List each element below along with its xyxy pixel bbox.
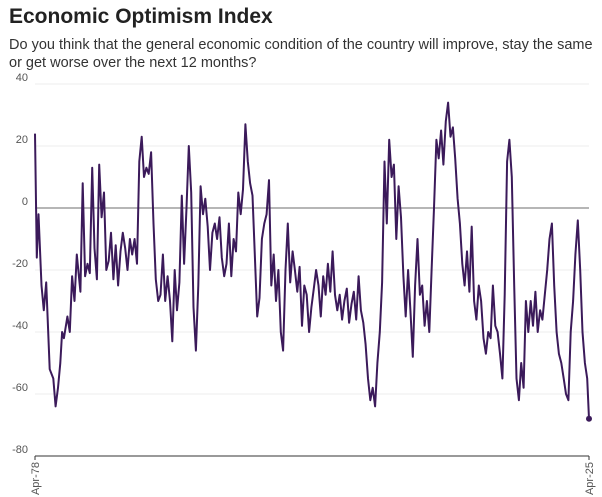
y-tick-label: 20 [16, 134, 28, 146]
y-axis: 40 20 0 -20 -40 -60 -80 [12, 72, 28, 456]
x-axis: Apr-78 Apr-25 [30, 455, 596, 495]
y-tick-label: 40 [16, 72, 28, 84]
y-tick-label: -80 [12, 444, 28, 456]
y-tick-label: 0 [22, 196, 28, 208]
chart-title: Economic Optimism Index [9, 5, 273, 28]
chart-subtitle: Do you think that the general economic c… [9, 37, 593, 71]
y-tick-label: -40 [12, 320, 28, 332]
y-tick-label: -20 [12, 258, 28, 270]
x-tick-label: Apr-78 [30, 462, 42, 495]
y-tick-label: -60 [12, 382, 28, 394]
series-line [34, 101, 590, 419]
series-layer [34, 101, 592, 422]
last-point [586, 415, 592, 422]
x-tick-label: Apr-25 [584, 462, 596, 495]
